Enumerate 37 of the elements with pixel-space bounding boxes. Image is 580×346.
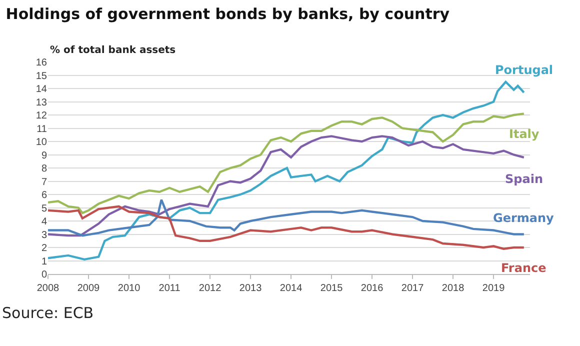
y-tick-label: 11 <box>36 124 48 135</box>
x-tick-label: 2016 <box>360 283 384 294</box>
y-tick-label: 6 <box>41 190 48 201</box>
y-tick-label: 13 <box>36 97 48 108</box>
x-tick-label: 2012 <box>198 283 222 294</box>
y-tick-label: 16 <box>36 58 48 68</box>
x-tick-label: 2015 <box>320 283 344 294</box>
y-tick-label: 8 <box>41 164 48 174</box>
source-note: Source: ECB <box>2 304 94 322</box>
series-label: Spain <box>505 172 543 186</box>
y-tick-label: 14 <box>36 84 48 95</box>
y-tick-label: 2 <box>41 243 48 254</box>
y-tick-label: 4 <box>41 216 48 228</box>
y-tick-label: 1 <box>41 256 48 268</box>
x-tick-label: 2018 <box>442 283 465 294</box>
x-tick-label: 2010 <box>118 283 141 294</box>
y-axis-title: % of total bank assets <box>50 45 176 56</box>
x-tick-label: 2019 <box>482 283 506 294</box>
y-tick-label: 3 <box>41 230 48 241</box>
y-tick-label: 9 <box>41 150 48 162</box>
x-tick-label: 2014 <box>280 283 303 294</box>
series-label: France <box>501 261 546 275</box>
x-tick-label: 2009 <box>77 283 100 294</box>
series-label: Germany <box>493 211 554 225</box>
y-tick-label: 12 <box>36 110 48 122</box>
chart-title: Holdings of government bonds by banks, by country <box>6 5 450 24</box>
series-label: Italy <box>509 127 540 141</box>
series-label: Portugal <box>495 63 554 77</box>
y-tick-label: 7 <box>41 176 48 188</box>
x-tick-label: 2011 <box>158 283 181 294</box>
y-tick-label: 5 <box>41 203 48 214</box>
y-tick-label: 0 <box>41 270 48 280</box>
x-tick-label: 2017 <box>401 283 424 294</box>
y-tick-label: 10 <box>36 137 48 148</box>
x-tick-label: 2013 <box>239 283 262 294</box>
y-tick-label: 15 <box>36 70 48 82</box>
x-tick-label: 2008 <box>36 283 60 294</box>
